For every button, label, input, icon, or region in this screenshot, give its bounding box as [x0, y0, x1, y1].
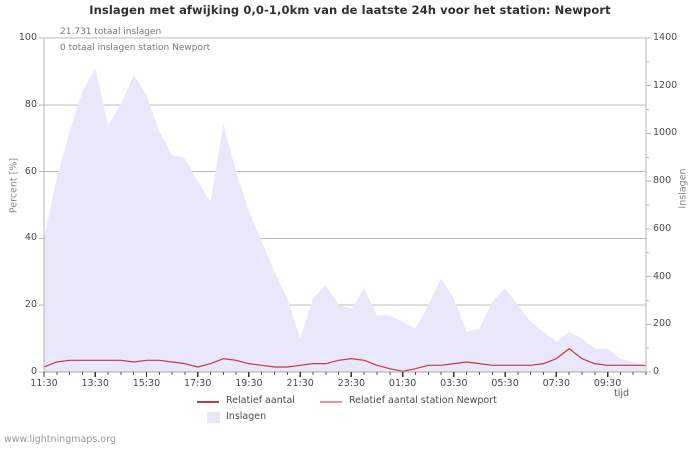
x-tick-label: 05:30: [491, 378, 519, 389]
footer-url: www.lightningmaps.org: [4, 434, 116, 445]
y-tick-label-right: 1400: [653, 32, 678, 43]
y-tick-label-right: 800: [653, 175, 672, 187]
y-tick-label-left: 100: [18, 32, 37, 43]
legend-swatch-line: [197, 401, 219, 403]
x-axis-label: tijd: [614, 388, 630, 399]
legend-swatch-area: [207, 412, 220, 423]
x-tick-label: 23:30: [337, 378, 366, 389]
x-tick-label: 13:30: [81, 378, 109, 389]
x-tick-label: 15:30: [132, 378, 161, 389]
series-line-relatief-aantal: [43, 348, 646, 372]
x-tick-label: 11:30: [30, 378, 58, 389]
x-tick-label: 07:30: [542, 378, 571, 389]
y-tick-label-left: 0: [30, 366, 37, 377]
y-tick-label-left: 40: [24, 232, 37, 244]
y-tick-label-right: 1200: [653, 79, 678, 91]
x-tick-label: 19:30: [235, 378, 263, 389]
y-tick-label-left: 80: [24, 98, 37, 110]
y-axis-label-right: Inslagen: [677, 168, 689, 209]
y-tick-label-right: 200: [653, 318, 672, 330]
y-axis-label-left: Percent [%]: [8, 157, 20, 214]
series-area-inslagen: [44, 68, 646, 372]
legend-label: Relatief aantal: [226, 395, 295, 406]
legend-label: Inslagen: [226, 411, 267, 422]
x-tick-label: 21:30: [286, 378, 314, 389]
x-tick-label: 17:30: [183, 378, 212, 389]
x-tick-label: 09:30: [593, 378, 622, 389]
x-tick-label: 03:30: [440, 378, 468, 389]
x-tick-label: 01:30: [388, 378, 417, 389]
legend-label: Relatief aantal station Newport: [349, 395, 497, 406]
page-title: Inslagen met afwijking 0,0-1,0km van de …: [89, 3, 611, 17]
annotation-total-strikes: 21.731 totaal inslagen: [60, 27, 162, 37]
y-tick-label-right: 0: [653, 366, 660, 377]
y-tick-label-left: 60: [24, 165, 37, 177]
y-tick-label-left: 20: [24, 299, 37, 311]
y-tick-label-right: 400: [653, 270, 672, 282]
y-tick-label-right: 600: [653, 222, 672, 234]
y-tick-label-right: 1000: [653, 127, 678, 139]
legend-swatch-line: [320, 401, 342, 403]
annotation-station-strikes: 0 totaal inslagen station Newport: [60, 43, 211, 53]
